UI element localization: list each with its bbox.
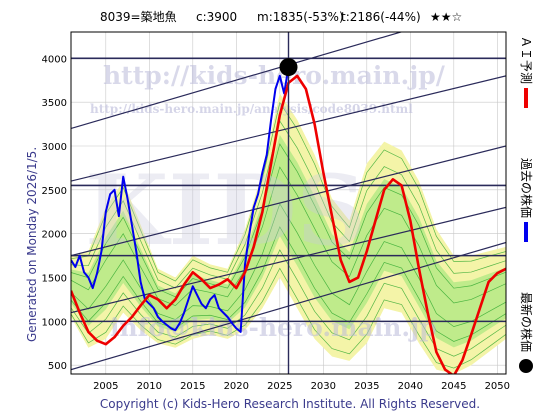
y-tick-label: 500	[48, 361, 67, 372]
legend: ＡＩ予測 過去の株価 最新の株価	[519, 36, 534, 373]
watermark-analysis-url: http://kids-hero.main.jp/analysis/code80…	[90, 102, 413, 116]
legend-latest-swatch	[519, 359, 533, 373]
watermark-mail: info@kids-hero.main.jp	[110, 313, 437, 342]
header-min: m:1835(-53%)	[257, 10, 344, 24]
x-axis-ticks: 2005 2010 2015 2020 2025 2030 2035 2040 2045 2050	[93, 381, 510, 392]
x-tick-label: 2045	[441, 381, 466, 392]
legend-latest-label: 最新の株価	[519, 292, 534, 352]
x-tick-label: 2015	[180, 381, 205, 392]
legend-past-label: 過去の株価	[519, 158, 534, 218]
x-tick-label: 2035	[354, 381, 379, 392]
watermarks: KIDS http://kids-hero.main.jp/ http://ki…	[85, 61, 446, 342]
y-tick-label: 3500	[42, 98, 67, 109]
series-past-line	[71, 66, 290, 333]
header-code-name: 8039=築地魚	[100, 9, 177, 24]
x-tick-label: 2020	[224, 381, 249, 392]
x-tick-label: 2025	[267, 381, 292, 392]
x-tick-label: 2010	[137, 381, 162, 392]
watermark-url: http://kids-hero.main.jp/	[103, 61, 446, 90]
generated-date-label: Generated on Monday 2026/1/5.	[25, 147, 39, 342]
y-tick-label: 1000	[42, 317, 67, 328]
y-tick-label: 4000	[42, 54, 67, 65]
watermark-big: KIDS	[85, 154, 366, 267]
plot-frame	[70, 31, 507, 375]
y-tick-label: 3000	[42, 142, 67, 153]
header-stars: ★★☆	[430, 10, 462, 24]
x-tick-label: 2030	[311, 381, 336, 392]
latest-marker-group	[279, 32, 298, 374]
x-tick-label: 2040	[398, 381, 423, 392]
y-tick-label: 2500	[42, 186, 67, 197]
latest-point-marker	[279, 58, 298, 77]
x-tick-label: 2050	[485, 381, 510, 392]
y-tick-label: 2000	[42, 230, 67, 241]
y-axis-ticks: 500 1000 1500 2000 2500 3000 3500 4000	[42, 54, 67, 372]
legend-forecast-label: ＡＩ予測	[519, 36, 533, 84]
x-tick-label: 2005	[93, 381, 118, 392]
header-target: t:2186(-44%)	[341, 10, 421, 24]
plot-area: KIDS http://kids-hero.main.jp/ http://ki…	[70, 31, 507, 375]
copyright-text: Copyright (c) Kids-Hero Research Institu…	[100, 397, 480, 411]
y-tick-label: 1500	[42, 274, 67, 285]
header-current: c:3900	[196, 10, 237, 24]
